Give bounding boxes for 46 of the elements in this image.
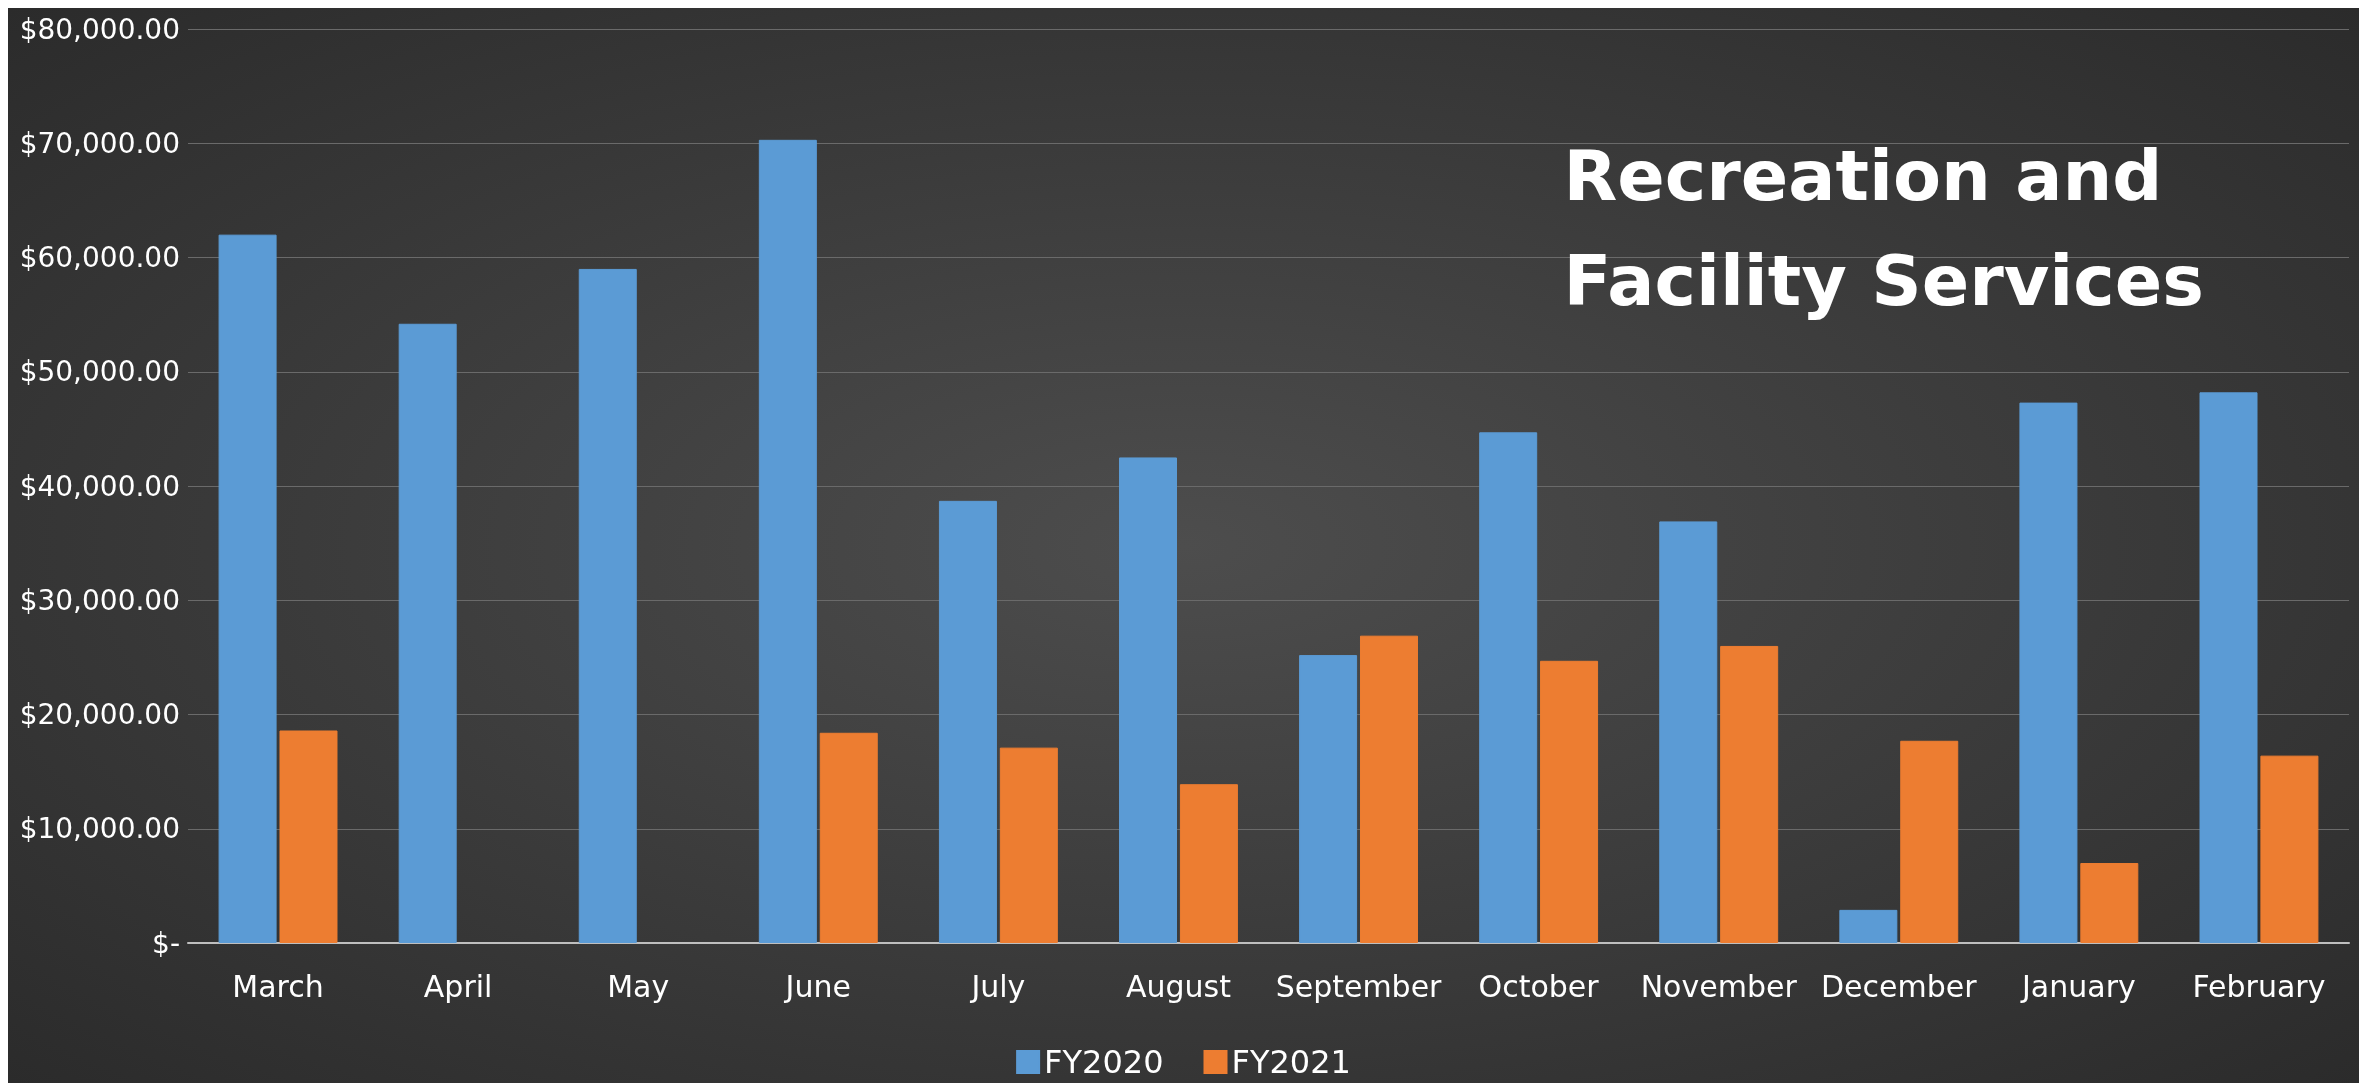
bar <box>578 268 637 943</box>
bar <box>1900 740 1959 943</box>
text: Recreation and Facility Services <box>1563 134 2204 322</box>
x-tick-label: February <box>2192 968 2326 1004</box>
y-tick-label: $20,000.00 <box>19 698 180 731</box>
bar <box>218 234 277 943</box>
x-tick-label: October <box>1478 968 1600 1004</box>
bar <box>279 730 338 943</box>
bar <box>758 139 817 943</box>
y-tick-label: $80,000.00 <box>19 12 180 46</box>
y-tick-label: $70,000.00 <box>19 126 180 160</box>
x-tick-label: March <box>232 968 324 1004</box>
bar <box>2199 392 2258 943</box>
bar <box>398 323 457 943</box>
bar <box>1479 432 1538 943</box>
x-tick-label: December <box>1821 968 1978 1004</box>
x-tick-label: April <box>423 968 493 1004</box>
bar <box>1720 645 1779 943</box>
bar <box>2260 755 2319 943</box>
y-tick-label: $10,000.00 <box>19 812 180 846</box>
x-tick-label: September <box>1275 968 1443 1004</box>
bar <box>1659 521 1718 943</box>
legend-label: FY2021 <box>1231 1043 1351 1081</box>
bar <box>2080 863 2139 943</box>
x-tick-label: January <box>2020 968 2136 1004</box>
y-tick-label: $30,000.00 <box>19 583 180 617</box>
x-tick-label: May <box>607 968 670 1004</box>
legend-label: FY2020 <box>1044 1043 1164 1081</box>
y-tick-label: $- <box>152 926 180 960</box>
bar <box>1299 655 1358 943</box>
bar <box>1540 660 1599 943</box>
bar <box>1119 457 1178 943</box>
x-tick-label: June <box>783 968 851 1004</box>
x-tick-label: July <box>969 968 1026 1004</box>
x-tick-label: August <box>1125 968 1232 1004</box>
y-tick-label: $50,000.00 <box>19 355 180 389</box>
bar <box>1359 635 1418 943</box>
y-tick-label: $60,000.00 <box>19 241 180 274</box>
bar <box>819 732 878 943</box>
bar <box>999 747 1058 943</box>
bar <box>1839 909 1898 943</box>
x-tick-label: November <box>1640 968 1798 1004</box>
bar <box>938 500 997 943</box>
bar <box>2019 402 2078 943</box>
bar <box>1179 784 1238 943</box>
y-tick-label: $40,000.00 <box>19 469 180 503</box>
